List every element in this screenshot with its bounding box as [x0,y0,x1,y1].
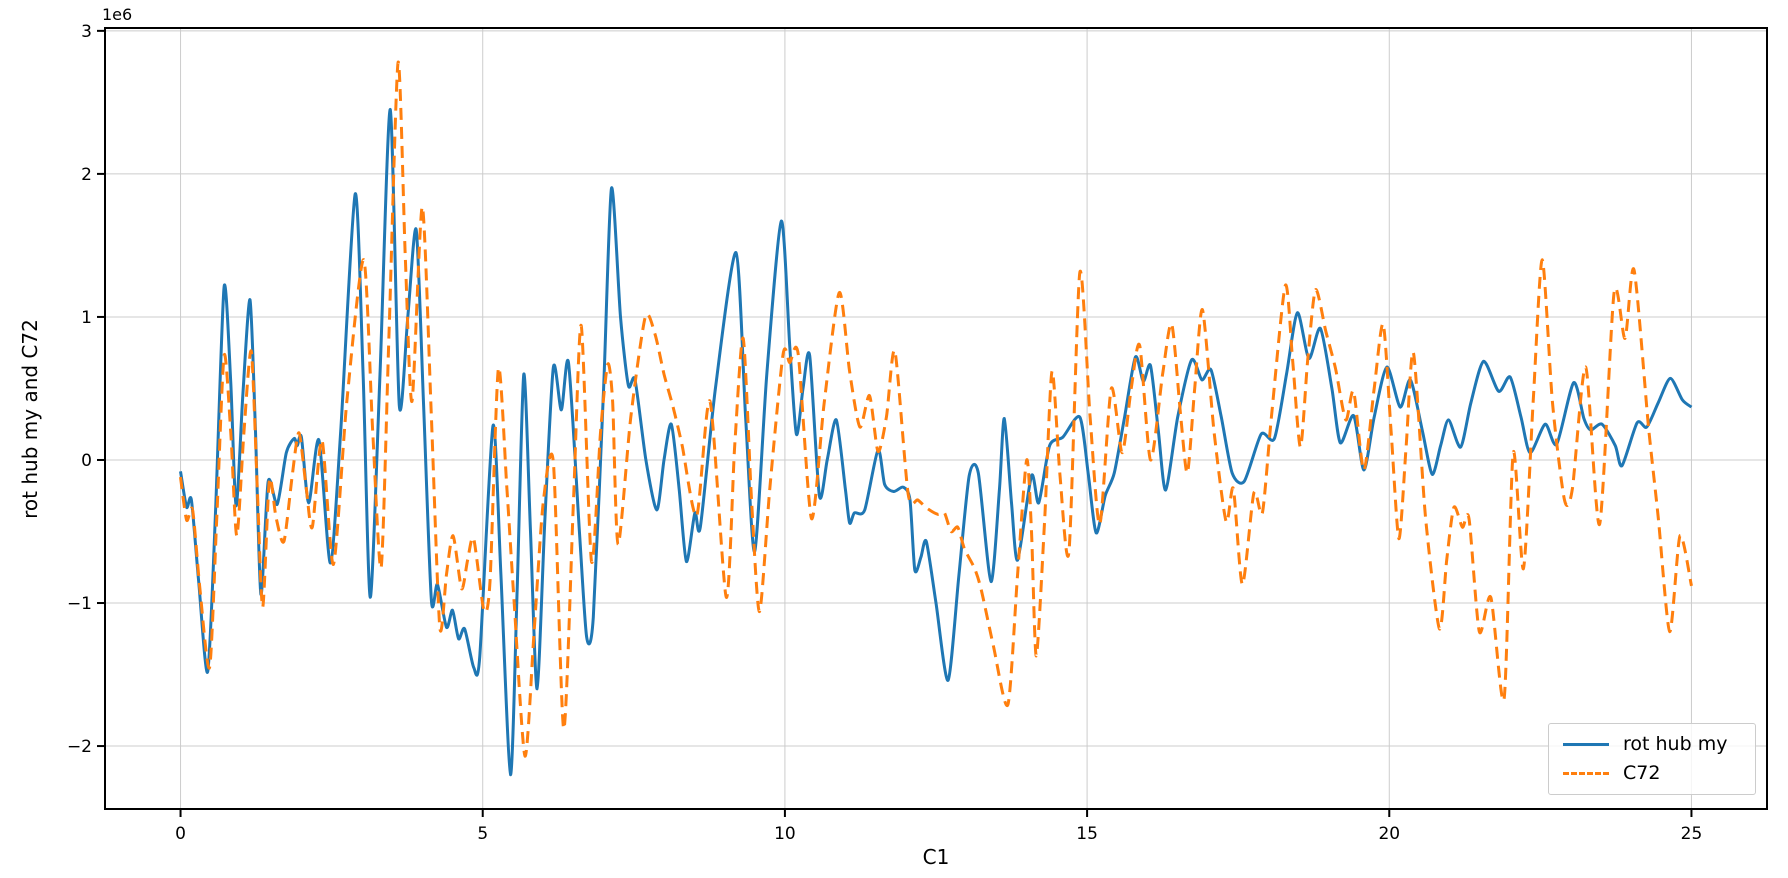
x-tick-label: 0 [175,824,186,844]
y-tick-label: 0 [81,451,92,471]
axes-spines [104,27,1768,810]
x-tick-label: 10 [774,824,796,844]
series-line-c72 [179,60,1693,758]
x-tick-label: 20 [1378,824,1400,844]
series-line-rot-hub-my [179,107,1693,777]
y-tick-label: 3 [81,22,92,42]
legend-entry-rot-hub-my: rot hub my [1549,735,1755,754]
legend-label: rot hub my [1623,733,1728,756]
legend-label: C72 [1623,761,1661,784]
x-tick-label: 5 [477,824,488,844]
x-tick-label: 25 [1681,824,1703,844]
y-tick-label: −1 [67,594,92,614]
y-tick-label: −2 [67,737,92,757]
tick-labels: 0 5 10 15 20 25 −2 −1 0 1 2 3 [67,22,1702,844]
y-axis-label: rot hub my and C72 [18,319,42,519]
legend-line-sample-dashed [1563,771,1609,775]
y-axis-offset-text: 1e6 [102,5,133,24]
ticks [97,29,1693,817]
x-tick-label: 15 [1076,824,1098,844]
legend: rot hub my C72 [1548,723,1756,795]
legend-line-sample-solid [1563,743,1609,747]
x-axis-label: C1 [922,845,950,869]
legend-entry-c72: C72 [1549,761,1755,784]
y-tick-label: 1 [81,308,92,328]
gridlines [105,28,1767,809]
y-tick-label: 2 [81,165,92,185]
